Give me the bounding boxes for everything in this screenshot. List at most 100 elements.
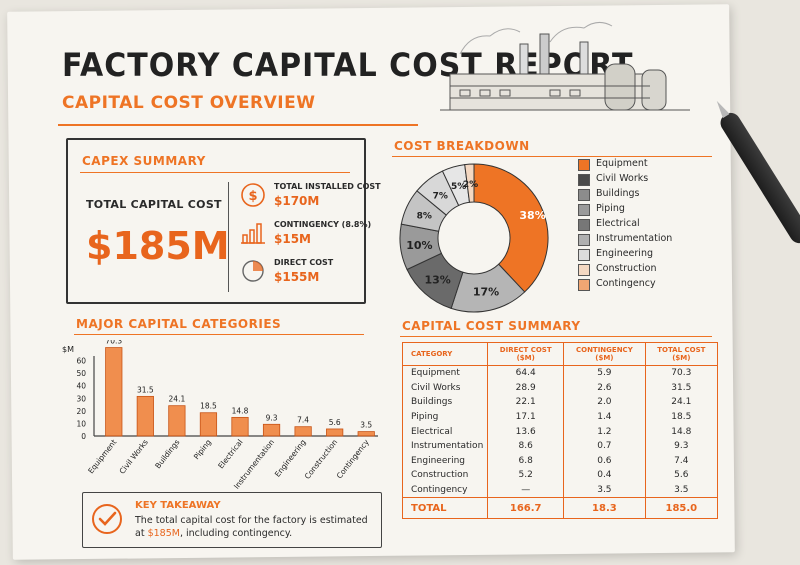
bar-engineering [294, 426, 312, 437]
bar-value-label: 70.3 [105, 340, 122, 346]
bar-value-label: 7.4 [297, 416, 309, 425]
x-tick-label: Engineering [273, 438, 308, 479]
table-cell: 0.6 [563, 453, 646, 469]
donut-slice-label: 8% [417, 212, 432, 222]
x-tick-label: Piping [192, 438, 213, 462]
table-cell: 14.8 [644, 424, 719, 439]
table-total-row: TOTAL 166.7 18.3 185.0 [401, 497, 719, 520]
capex-divider [228, 182, 229, 292]
y-axis-label: $M [62, 345, 74, 354]
legend-label: Equipment [596, 158, 648, 169]
table-cell: 1.2 [563, 424, 646, 439]
metric-value: $155M [274, 270, 320, 284]
capex-heading-underline [80, 172, 350, 173]
table-cell: Civil Works [401, 380, 489, 396]
bar-piping [199, 412, 218, 437]
donut-slice-label: 10% [406, 239, 432, 252]
table-total-cell: 18.3 [563, 497, 646, 520]
key-takeaway-heading: KEY TAKEAWAY [135, 500, 221, 511]
bar-value-label: 18.5 [200, 402, 217, 411]
table-cell: 5.2 [487, 468, 565, 483]
bar-value-label: 14.8 [232, 406, 249, 415]
legend-swatch [578, 249, 590, 261]
factory-sketch-icon [440, 22, 690, 111]
legend-label: Civil Works [596, 173, 649, 184]
x-tick-label: Buildings [153, 438, 181, 471]
legend-swatch [578, 234, 590, 246]
table-cell: Instrumentation [401, 438, 489, 454]
bar-value-label: 5.6 [329, 418, 341, 427]
table-cell: 3.5 [644, 482, 719, 498]
donut-slice-label: 13% [424, 273, 450, 286]
bar-equipment [105, 347, 123, 437]
legend-swatch [578, 174, 590, 186]
column-header: CATEGORY [401, 342, 489, 366]
legend-label: Piping [596, 203, 625, 214]
cost-summary-table: CATEGORY DIRECT COST ($M) CONTINGENCY ($… [401, 342, 719, 520]
table-cell: Electrical [401, 424, 489, 439]
table-cell: — [487, 482, 565, 498]
legend-swatch [578, 189, 590, 201]
bar-civil-works [136, 395, 154, 437]
table-cell: 8.6 [487, 438, 565, 454]
table-cell: 0.7 [563, 438, 646, 454]
key-takeaway-box: KEY TAKEAWAY The total capital cost for … [82, 492, 382, 548]
table-cell: 22.1 [487, 395, 565, 410]
subtitle-underline [58, 124, 418, 126]
total-capital-cost-value: $185M [86, 224, 230, 268]
table-cell: Equipment [401, 365, 489, 381]
legend-label: Instrumentation [596, 233, 673, 244]
table-row: Civil Works 28.9 2.6 31.5 [401, 380, 719, 396]
metric-label: DIRECT COST [274, 258, 334, 267]
bar-contingency [357, 431, 375, 437]
table-cell: 7.4 [644, 453, 719, 469]
y-tick-label: 0 [81, 432, 86, 441]
y-tick-label: 60 [76, 357, 86, 366]
donut-slice-equipment [473, 163, 549, 293]
table-cell: 70.3 [644, 365, 719, 381]
column-header: TOTAL COST ($M) [644, 342, 719, 366]
metric-label: CONTINGENCY (8.8%) [274, 220, 372, 229]
legend-label: Construction [596, 263, 657, 274]
table-row: Electrical 13.6 1.2 14.8 [401, 424, 719, 439]
metric-label: TOTAL INSTALLED COST [274, 182, 381, 191]
column-header: DIRECT COST ($M) [487, 342, 565, 366]
donut-slice-label: 7% [433, 192, 448, 202]
table-cell: 2.0 [563, 395, 646, 410]
y-tick-label: 10 [76, 419, 86, 428]
takeaway-highlight: $185M [147, 528, 180, 539]
table-cell: 1.4 [563, 409, 646, 425]
table-cell: 3.5 [563, 482, 646, 498]
legend-swatch [578, 159, 590, 171]
legend-label: Buildings [596, 188, 640, 199]
table-row: Instrumentation 8.6 0.7 9.3 [401, 438, 719, 454]
donut-slice-label: 17% [473, 286, 499, 299]
bar-value-label: 3.5 [360, 421, 372, 430]
bar-buildings [168, 405, 186, 437]
donut-slice-label: 2% [463, 180, 478, 190]
metric-value: $170M [274, 194, 320, 208]
table-cell: 2.6 [563, 380, 646, 396]
legend-swatch [578, 279, 590, 291]
table-row: Piping 17.1 1.4 18.5 [401, 409, 719, 425]
legend-swatch [578, 204, 590, 216]
table-cell: 64.4 [487, 365, 565, 381]
table-header-row: CATEGORY DIRECT COST ($M) CONTINGENCY ($… [401, 342, 719, 366]
y-tick-label: 30 [76, 394, 86, 403]
cost-breakdown-underline [392, 156, 712, 157]
cost-summary-underline [400, 336, 712, 337]
svg-text:$: $ [248, 189, 257, 204]
donut-slice-label: 5% [451, 182, 466, 192]
table-cell: 5.6 [644, 468, 719, 483]
table-row: Engineering 6.8 0.6 7.4 [401, 453, 719, 469]
table-row: Construction 5.2 0.4 5.6 [401, 468, 719, 483]
bar-electrical [231, 416, 249, 437]
bar-value-label: 9.3 [266, 413, 278, 422]
legend-label: Engineering [596, 248, 653, 259]
table-row: Contingency —3.5 3.5 [401, 482, 719, 498]
table-row: Buildings 22.1 2.0 24.1 [401, 395, 719, 410]
table-total-cell: 185.0 [644, 497, 719, 520]
capex-summary-heading: CAPEX SUMMARY [82, 154, 206, 168]
table-cell: 9.3 [644, 438, 719, 454]
checkmark-circle-icon [92, 504, 122, 534]
